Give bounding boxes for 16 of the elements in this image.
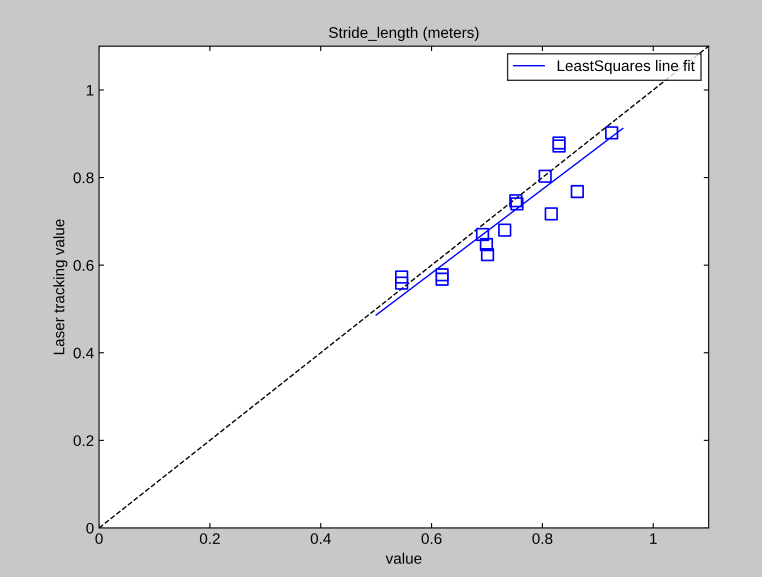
y-tick-label: 0 <box>86 522 94 534</box>
y-tick-label: 0.4 <box>74 348 94 358</box>
x-tick-label: 0.6 <box>422 533 442 544</box>
x-tick-label: 0.4 <box>310 533 331 544</box>
y-tick-label: 0.8 <box>74 172 94 184</box>
y-axis-title: Laser tracking value <box>53 219 68 354</box>
x-tick-label: 0 <box>95 533 103 544</box>
x-axis-title: value <box>386 552 422 564</box>
x-tick-label: 0.8 <box>532 533 552 544</box>
y-tick-label: 0.6 <box>74 260 94 271</box>
chart-title: Stride_length (meters) <box>328 26 478 41</box>
y-tick-label: 1 <box>86 84 94 96</box>
x-tick-label: 1 <box>650 533 657 544</box>
x-tick-label: 0.2 <box>200 533 220 544</box>
y-tick-label: 0.2 <box>74 435 94 446</box>
legend-label: LeastSquares line fit <box>558 60 695 74</box>
